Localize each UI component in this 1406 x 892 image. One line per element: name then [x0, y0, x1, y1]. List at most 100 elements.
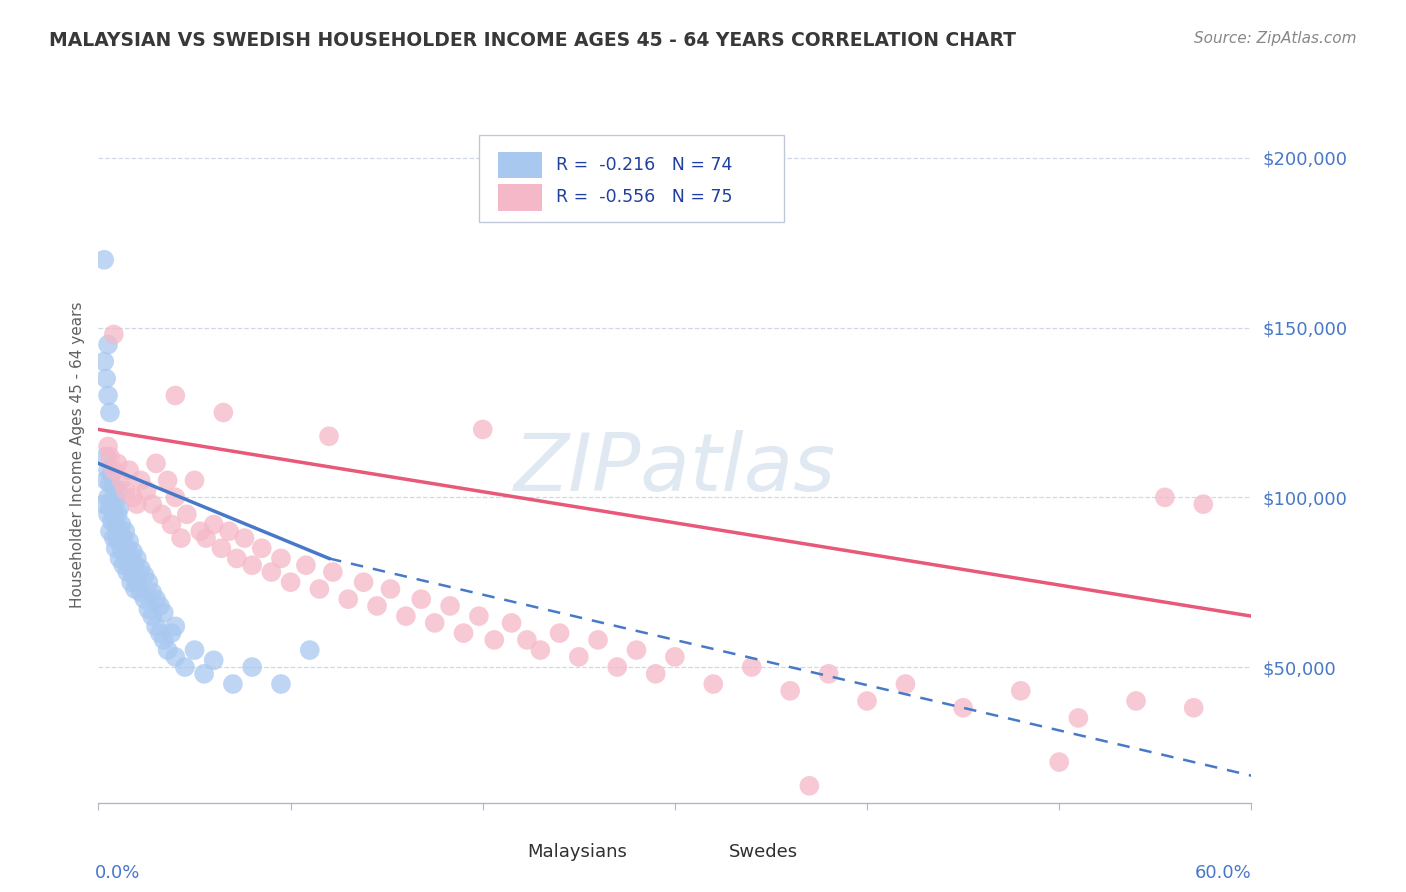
Point: [606, 660, 628, 674]
Point: [156, 474, 179, 488]
Text: MALAYSIAN VS SWEDISH HOUSEHOLDER INCOME AGES 45 - 64 YEARS CORRELATION CHART: MALAYSIAN VS SWEDISH HOUSEHOLDER INCOME …: [49, 31, 1017, 50]
Point: [894, 677, 917, 691]
Point: [93, 354, 115, 368]
Point: [98, 524, 121, 539]
Point: [97, 439, 120, 453]
Y-axis label: Householder Income Ages 45 - 64 years: Householder Income Ages 45 - 64 years: [69, 301, 84, 608]
Point: [98, 500, 121, 515]
Point: [295, 558, 318, 573]
Point: [114, 524, 136, 539]
FancyBboxPatch shape: [681, 840, 717, 864]
Point: [1182, 700, 1205, 714]
Point: [103, 463, 125, 477]
Point: [124, 582, 146, 596]
Point: [453, 626, 475, 640]
Point: [129, 474, 152, 488]
Point: [439, 599, 461, 613]
Point: [101, 467, 124, 481]
Point: [548, 626, 571, 640]
Point: [586, 632, 609, 647]
Point: [318, 429, 340, 443]
Point: [218, 524, 240, 539]
Point: [152, 606, 174, 620]
Point: [145, 592, 167, 607]
Point: [280, 575, 302, 590]
Point: [94, 450, 117, 464]
Point: [98, 405, 121, 419]
Point: [120, 551, 142, 566]
Point: [94, 474, 117, 488]
Point: [125, 551, 148, 566]
Point: [165, 491, 187, 505]
Point: [395, 609, 418, 624]
Point: [799, 779, 821, 793]
Text: 60.0%: 60.0%: [1195, 863, 1251, 882]
Point: [817, 666, 839, 681]
Point: [156, 643, 179, 657]
Point: [101, 514, 124, 528]
Point: [160, 517, 183, 532]
Point: [118, 463, 141, 477]
Point: [129, 585, 152, 599]
Point: [240, 558, 263, 573]
Point: [202, 653, 225, 667]
Point: [98, 476, 121, 491]
Point: [145, 619, 167, 633]
Point: [114, 483, 136, 498]
Text: R =  -0.216   N = 74: R = -0.216 N = 74: [557, 156, 733, 174]
Point: [134, 568, 156, 582]
Point: [117, 541, 138, 556]
Point: [122, 544, 145, 558]
Text: R =  -0.556   N = 75: R = -0.556 N = 75: [557, 188, 733, 206]
Point: [135, 483, 157, 498]
Point: [233, 531, 256, 545]
Point: [114, 548, 136, 562]
Point: [176, 508, 198, 522]
Point: [125, 497, 148, 511]
Text: ZIPatlas: ZIPatlas: [513, 430, 837, 508]
Point: [152, 632, 174, 647]
Point: [110, 517, 132, 532]
FancyBboxPatch shape: [499, 152, 543, 178]
Point: [188, 524, 211, 539]
Point: [1125, 694, 1147, 708]
Text: Source: ZipAtlas.com: Source: ZipAtlas.com: [1194, 31, 1357, 46]
Point: [101, 493, 124, 508]
Point: [270, 677, 292, 691]
Point: [141, 497, 163, 511]
Point: [183, 643, 205, 657]
Point: [471, 422, 494, 436]
Point: [118, 558, 141, 573]
Point: [122, 568, 145, 582]
Point: [209, 541, 232, 556]
Point: [423, 615, 446, 630]
Point: [1154, 491, 1177, 505]
Point: [170, 531, 193, 545]
Point: [702, 677, 724, 691]
Point: [202, 517, 225, 532]
Point: [93, 252, 115, 267]
Point: [107, 483, 129, 498]
Point: [1047, 755, 1070, 769]
Point: [107, 531, 129, 545]
Point: [93, 497, 115, 511]
Point: [626, 643, 648, 657]
Point: [516, 632, 538, 647]
Point: [149, 599, 172, 613]
Point: [856, 694, 879, 708]
Point: [568, 649, 591, 664]
Point: [103, 531, 125, 545]
Point: [529, 643, 551, 657]
Point: [112, 558, 135, 573]
Point: [501, 615, 523, 630]
Point: [240, 660, 263, 674]
Point: [97, 491, 120, 505]
Point: [110, 474, 132, 488]
Point: [250, 541, 273, 556]
FancyBboxPatch shape: [499, 185, 543, 211]
Point: [952, 700, 974, 714]
Point: [122, 491, 145, 505]
Point: [644, 666, 666, 681]
Point: [165, 388, 187, 402]
Point: [308, 582, 330, 596]
